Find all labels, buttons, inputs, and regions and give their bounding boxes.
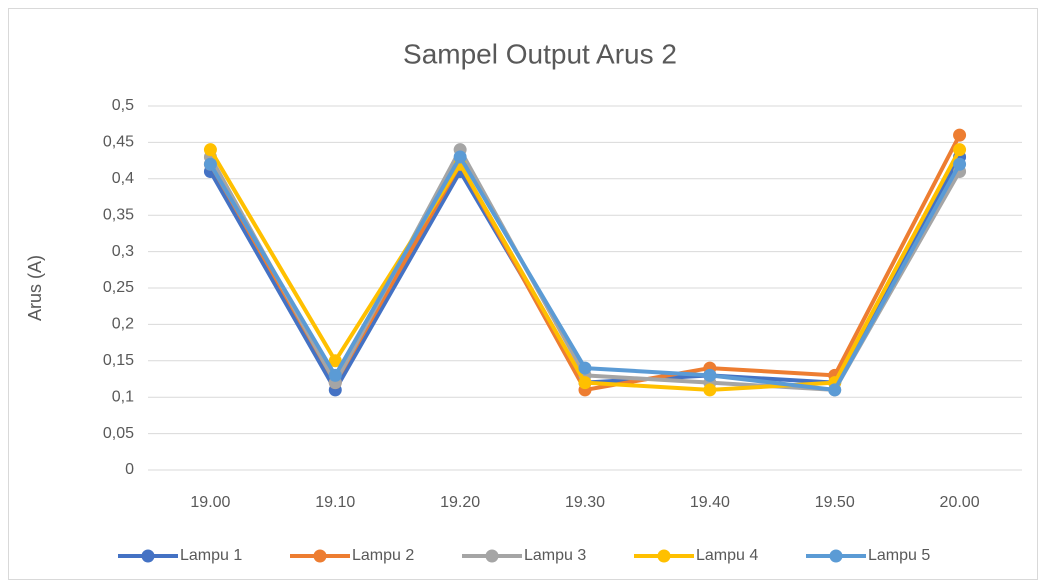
y-tick-label: 0,25: [103, 279, 134, 296]
data-point: [703, 383, 717, 397]
legend-marker: [829, 549, 843, 563]
data-point: [703, 368, 717, 382]
data-point: [453, 150, 467, 164]
data-point: [203, 143, 217, 157]
legend-label: Lampu 4: [696, 547, 758, 564]
x-tick-label: 19.30: [565, 494, 605, 511]
legend-label: Lampu 5: [868, 547, 930, 564]
y-tick-label: 0,15: [103, 352, 134, 369]
legend-marker: [657, 549, 671, 563]
y-tick-label: 0,2: [112, 316, 134, 333]
y-tick-label: 0,3: [112, 243, 134, 260]
x-tick-label: 19.20: [440, 494, 480, 511]
legend-marker: [313, 549, 327, 563]
y-tick-label: 0,35: [103, 206, 134, 223]
y-tick-label: 0,5: [112, 97, 134, 114]
legend-label: Lampu 2: [352, 547, 414, 564]
y-tick-label: 0,1: [112, 388, 134, 405]
x-tick-label: 19.40: [690, 494, 730, 511]
data-point: [953, 143, 967, 157]
legend-marker: [485, 549, 499, 563]
legend-marker: [141, 549, 155, 563]
legend-label: Lampu 1: [180, 547, 242, 564]
x-tick-label: 19.00: [190, 494, 230, 511]
data-point: [328, 354, 342, 368]
data-point: [203, 157, 217, 171]
chart-border: [8, 8, 1038, 580]
data-point: [953, 157, 967, 171]
x-tick-label: 19.50: [815, 494, 855, 511]
x-tick-label: 19.10: [315, 494, 355, 511]
y-tick-label: 0,4: [112, 170, 134, 187]
legend-label: Lampu 3: [524, 547, 586, 564]
data-point: [578, 361, 592, 375]
data-point: [328, 368, 342, 382]
data-point: [828, 383, 842, 397]
chart-title: Sampel Output Arus 2: [403, 38, 677, 69]
data-point: [578, 376, 592, 390]
y-tick-label: 0: [125, 461, 134, 478]
x-tick-label: 20.00: [940, 494, 980, 511]
y-tick-label: 0,05: [103, 425, 134, 442]
y-axis-label: Arus (A): [25, 255, 45, 321]
y-tick-label: 0,45: [103, 134, 134, 151]
data-point: [953, 128, 967, 142]
